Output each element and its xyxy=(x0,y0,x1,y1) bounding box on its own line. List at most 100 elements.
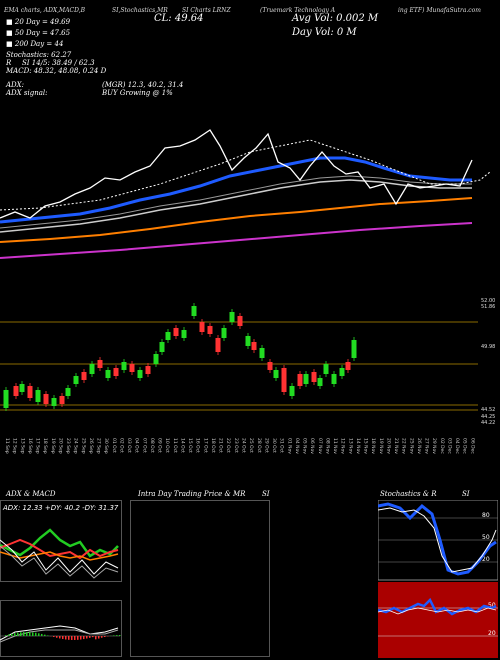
ema20-legend: ■ 20 Day = 49.69 xyxy=(6,18,71,26)
macd-bar xyxy=(29,632,31,636)
date-tick: 14 Nov xyxy=(355,438,361,454)
stoch-panel-si: SI xyxy=(462,490,470,498)
date-tick: 02 Oct xyxy=(118,438,124,453)
adx-label: ADX: xyxy=(6,81,25,89)
date-tick: 24 Oct xyxy=(241,438,247,453)
price-line xyxy=(0,129,473,219)
header-chart-ticker: SI Charts LRNZ xyxy=(182,7,231,14)
macd-bar xyxy=(5,635,7,636)
minus-di-line xyxy=(0,538,119,560)
macd-bar xyxy=(26,632,28,636)
macd-bar xyxy=(95,636,97,640)
rsi-tick-20: 20 xyxy=(488,630,496,637)
macd-bar xyxy=(113,635,115,636)
macd-bar xyxy=(38,633,40,636)
ema50-line xyxy=(0,179,472,233)
si-value: SI 14/5: 38.49 / 62.3 xyxy=(22,59,95,67)
macd-bar xyxy=(35,632,37,636)
candle-chart: 52.00 51.86 49.98 44.52 44.25 44.22 11 S… xyxy=(0,298,495,454)
price-label-6: 44.22 xyxy=(481,420,495,426)
date-tick: 21 Oct xyxy=(218,438,224,453)
macd-bar xyxy=(74,636,76,640)
date-tick: 11 Nov xyxy=(332,438,338,454)
rsi-label: R xyxy=(6,59,12,67)
macd-bar xyxy=(83,636,85,640)
stoch-tick-80: 80 xyxy=(482,512,490,519)
date-tick: 18 Oct xyxy=(210,438,216,453)
date-tick: 29 Oct xyxy=(263,438,269,453)
macd-bar xyxy=(59,636,61,639)
macd-bar xyxy=(116,635,118,636)
intra-panel-title: Intra Day Trading Price & MR xyxy=(138,490,246,498)
stoch-k-line xyxy=(378,502,497,576)
date-tick: 16 Sep xyxy=(27,438,33,454)
candles xyxy=(3,303,357,411)
macd-bar xyxy=(17,632,19,636)
header-chart-desc-2: SI,Stochastics,MR xyxy=(112,7,168,14)
adx-white-line xyxy=(0,539,119,575)
intra-panel-si: SI xyxy=(262,490,270,498)
ema200-legend: ■ 200 Day = 44 xyxy=(6,40,64,48)
date-tick: 17 Oct xyxy=(202,438,208,453)
close-price: CL: 49.64 xyxy=(154,13,204,24)
date-tick: 03 Oct xyxy=(126,438,132,453)
header-chart-desc: EMA charts, ADX,MACD,B xyxy=(4,7,86,14)
adx-white-line-2 xyxy=(0,545,119,579)
macd-bar xyxy=(53,636,55,638)
date-tick: 27 Nov xyxy=(424,438,430,454)
day-volume: Day Vol: 0 M xyxy=(292,27,357,38)
stoch-d-line xyxy=(378,507,497,573)
ema-magenta-line xyxy=(0,222,473,259)
date-tick: 22 Oct xyxy=(225,438,231,453)
ema-chart xyxy=(0,129,491,259)
plus-di-line xyxy=(0,528,119,558)
date-tick: 29 Nov xyxy=(431,438,437,454)
date-tick: 01 Nov xyxy=(286,438,292,454)
date-tick: 18 Sep xyxy=(42,438,48,454)
date-tick: 12 Nov xyxy=(340,438,346,454)
macd-bar xyxy=(44,634,46,636)
date-tick: 23 Oct xyxy=(233,438,239,453)
date-tick: 19 Sep xyxy=(50,438,56,454)
price-label-3: 49.98 xyxy=(481,344,495,350)
date-tick: 06 Nov xyxy=(309,438,315,454)
macd-bar xyxy=(71,636,73,640)
macd-bar xyxy=(8,634,10,636)
macd-bar xyxy=(62,636,64,640)
date-tick: 26 Nov xyxy=(416,438,422,454)
date-tick: 20 Nov xyxy=(385,438,391,454)
stoch-panel-title: Stochastics & R xyxy=(380,490,437,498)
macd-bar xyxy=(98,636,100,639)
macd-bar xyxy=(101,636,103,638)
date-tick: 08 Nov xyxy=(324,438,330,454)
date-tick: 14 Oct xyxy=(179,438,185,453)
macd-bar xyxy=(77,636,79,640)
date-tick: 01 Oct xyxy=(111,438,117,453)
date-axis: 11 Sep 12 Sep 13 Sep 16 Sep 17 Sep 18 Sep 19 S… xyxy=(4,438,475,454)
date-tick: 10 Oct xyxy=(164,438,170,453)
macd-bar xyxy=(41,633,43,636)
date-tick: 24 Sep xyxy=(73,438,79,454)
date-tick: 02 Dec xyxy=(439,438,445,454)
macd-bar xyxy=(92,636,94,638)
date-tick: 16 Oct xyxy=(195,438,201,453)
macd-bar xyxy=(65,636,67,640)
date-tick: 19 Nov xyxy=(378,438,384,454)
stoch-tick-50: 50 xyxy=(482,534,490,541)
price-label-4: 44.52 xyxy=(481,407,495,413)
macd-bar xyxy=(14,633,16,636)
date-tick: 25 Oct xyxy=(248,438,254,453)
macd-bar xyxy=(80,636,82,640)
avg-volume: Avg Vol: 0.002 M xyxy=(292,13,379,24)
stochastics-value: Stochastics: 62.27 xyxy=(6,51,72,59)
date-tick: 28 Oct xyxy=(256,438,262,453)
macd-line xyxy=(0,625,119,641)
date-tick: 04 Oct xyxy=(134,438,140,453)
date-tick: 18 Nov xyxy=(370,438,376,454)
date-tick: 13 Sep xyxy=(19,438,25,454)
date-tick: 31 Oct xyxy=(279,438,285,453)
header-chart-name: (Truemark Technology A xyxy=(260,7,336,14)
date-tick: 21 Nov xyxy=(393,438,399,454)
date-tick: 26 Sep xyxy=(88,438,94,454)
macd-bar xyxy=(89,636,91,638)
